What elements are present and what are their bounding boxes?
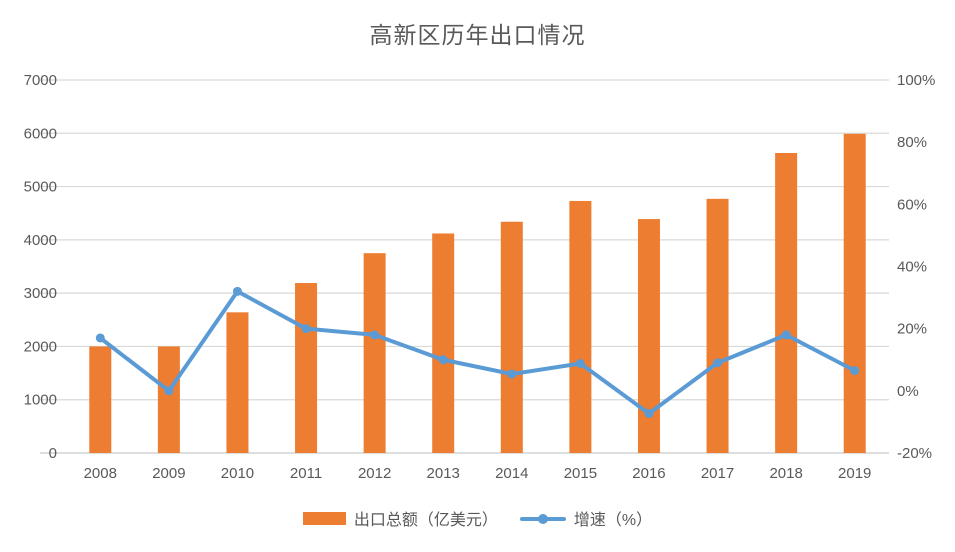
line-marker-2019 (850, 366, 860, 376)
line-marker-2013 (438, 355, 448, 365)
x-axis-category-label: 2019 (838, 465, 871, 482)
x-axis-category-label: 2014 (495, 465, 528, 482)
x-axis-category-label: 2017 (701, 465, 734, 482)
line-marker-2008 (95, 333, 105, 343)
bar-2009 (157, 346, 180, 453)
bar-2008 (89, 346, 112, 453)
bar-2014 (500, 221, 523, 453)
right-axis-tick-label: 80% (897, 134, 927, 151)
left-axis-tick-label: 1000 (24, 392, 57, 409)
line-marker-2015 (575, 358, 585, 368)
left-axis-tick-label: 0 (49, 445, 57, 462)
line-marker-2010 (232, 286, 242, 296)
x-axis-category-label: 2011 (290, 465, 322, 482)
line-marker-2017 (713, 358, 723, 368)
bar-2018 (775, 153, 798, 453)
line-marker-2011 (301, 324, 311, 334)
legend-bar-swatch (302, 511, 346, 525)
line-marker-2016 (644, 409, 654, 419)
right-axis-tick-label: 60% (897, 196, 927, 213)
legend-line-label: 增速（%） (573, 512, 653, 529)
bar-2015 (569, 200, 592, 453)
x-axis-category-label: 2018 (769, 465, 802, 482)
bar-2012 (363, 253, 386, 453)
x-axis-category-label: 2010 (221, 465, 254, 482)
bar-2017 (706, 198, 729, 453)
chart-title: 高新区历年出口情况 (369, 23, 586, 48)
legend-line-swatch (519, 512, 566, 525)
growth-line (98, 289, 857, 416)
line-marker-2012 (370, 330, 380, 340)
right-axis-tick-label: 20% (897, 321, 927, 338)
bar-2010 (226, 312, 249, 453)
x-axis-category-label: 2016 (632, 465, 665, 482)
line-marker-2014 (507, 369, 517, 379)
x-axis-category-label: 2015 (564, 465, 597, 482)
right-axis-tick-label: 40% (897, 259, 927, 276)
line-marker-2009 (164, 386, 174, 396)
x-axis-category-label: 2008 (84, 465, 117, 482)
bar-2013 (432, 233, 455, 453)
right-axis-tick-label: -20% (897, 445, 932, 462)
legend-bar-label: 出口总额（亿美元） (353, 512, 498, 529)
x-axis-category-label: 2009 (152, 465, 185, 482)
right-axis-tick-label: 100% (897, 72, 935, 89)
chart-legend: 出口总额（亿美元） 增速（%） (0, 506, 955, 530)
left-axis-tick-label: 4000 (24, 232, 57, 249)
bar-2016 (637, 219, 660, 453)
x-axis-category-label: 2012 (358, 465, 391, 482)
left-axis-tick-label: 3000 (24, 285, 57, 302)
left-axis-tick-label: 5000 (24, 179, 57, 196)
x-axis-category-label: 2013 (427, 465, 460, 482)
legend-line-marker-icon (537, 513, 548, 524)
left-axis-tick-label: 6000 (24, 125, 57, 142)
left-axis-tick-label: 7000 (24, 72, 57, 89)
bar-2019 (843, 133, 866, 453)
bar-2011 (295, 283, 318, 453)
left-axis-tick-label: 2000 (24, 338, 57, 355)
right-axis-tick-label: 0% (897, 383, 919, 400)
line-marker-2018 (781, 330, 791, 340)
